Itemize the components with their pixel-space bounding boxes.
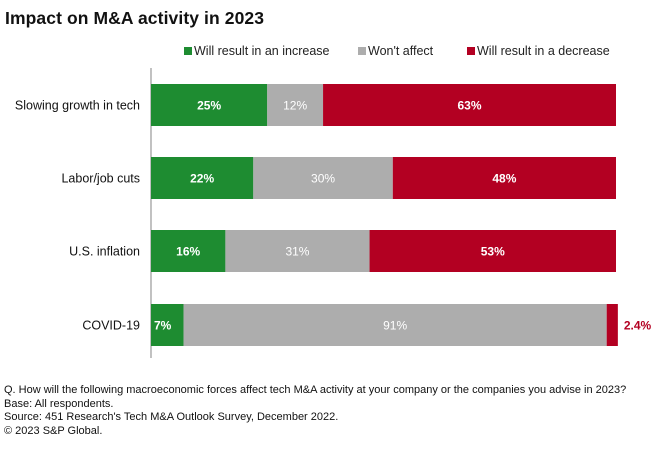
category-label: COVID-19 — [82, 319, 140, 333]
legend-item-decrease: Will result in a decrease — [467, 44, 610, 58]
data-label: 2.4% — [624, 319, 652, 333]
data-label: 7% — [154, 319, 172, 333]
data-label: 22% — [190, 172, 214, 186]
legend-label-increase: Will result in an increase — [194, 44, 330, 58]
legend-swatch-no-effect — [358, 47, 366, 55]
data-label: 63% — [458, 99, 482, 113]
data-label: 30% — [311, 172, 335, 186]
footer-question: Q. How will the following macroeconomic … — [4, 384, 627, 396]
bar-segment — [151, 230, 226, 272]
data-label: 12% — [283, 99, 307, 113]
data-label: 48% — [492, 172, 516, 186]
bar-segment — [392, 157, 616, 199]
legend-swatch-increase — [184, 47, 192, 55]
category-label: U.S. inflation — [69, 245, 140, 259]
category-label: Labor/job cuts — [61, 172, 140, 186]
bar-segment — [183, 304, 607, 346]
footer-source: Source: 451 Research's Tech M&A Outlook … — [4, 411, 339, 423]
data-label: 53% — [481, 245, 505, 259]
bar-segment — [267, 84, 324, 126]
data-label: 91% — [383, 319, 407, 333]
bar-segment — [151, 84, 268, 126]
legend-swatch-decrease — [467, 47, 475, 55]
legend-label-no-effect: Won't affect — [368, 44, 434, 58]
legend-item-increase: Will result in an increase — [184, 44, 329, 58]
data-label: 31% — [285, 245, 309, 259]
bar-segment — [151, 304, 184, 346]
category-label: Slowing growth in tech — [15, 99, 140, 113]
legend-item-no-effect: Won't affect — [358, 44, 433, 58]
bar-segment — [151, 157, 254, 199]
bar-segment — [606, 304, 618, 346]
data-label: 16% — [176, 245, 200, 259]
data-label: 25% — [197, 99, 221, 113]
chart-title: Impact on M&A activity in 2023 — [5, 8, 265, 28]
legend: Will result in an increase Won't affect … — [0, 44, 660, 62]
footer-notes: Q. How will the following macroeconomic … — [4, 384, 654, 438]
footer-base: Base: All respondents. — [4, 397, 114, 410]
chart-plot: Slowing growth in tech 25% 12% 63% Labor/job… — [15, 68, 652, 358]
footer-copyright: © 2023 S&P Global. — [4, 424, 103, 437]
bar-segment — [225, 230, 370, 272]
bar-segment — [253, 157, 393, 199]
bar-segment — [369, 230, 616, 272]
legend-label-decrease: Will result in a decrease — [477, 44, 610, 58]
bar-segment — [323, 84, 616, 126]
